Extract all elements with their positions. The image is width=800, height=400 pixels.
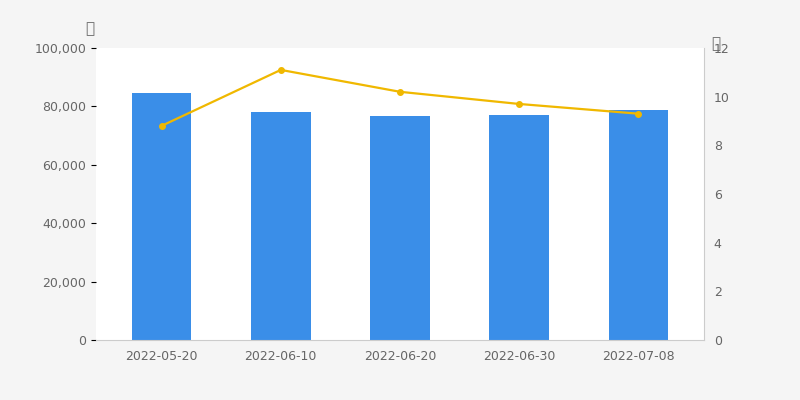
Bar xyxy=(132,93,191,340)
Bar xyxy=(251,112,310,340)
Bar xyxy=(370,116,430,340)
Y-axis label: 户: 户 xyxy=(86,21,94,36)
Bar xyxy=(490,114,549,340)
Y-axis label: 元: 元 xyxy=(711,36,721,51)
Bar xyxy=(609,110,668,340)
